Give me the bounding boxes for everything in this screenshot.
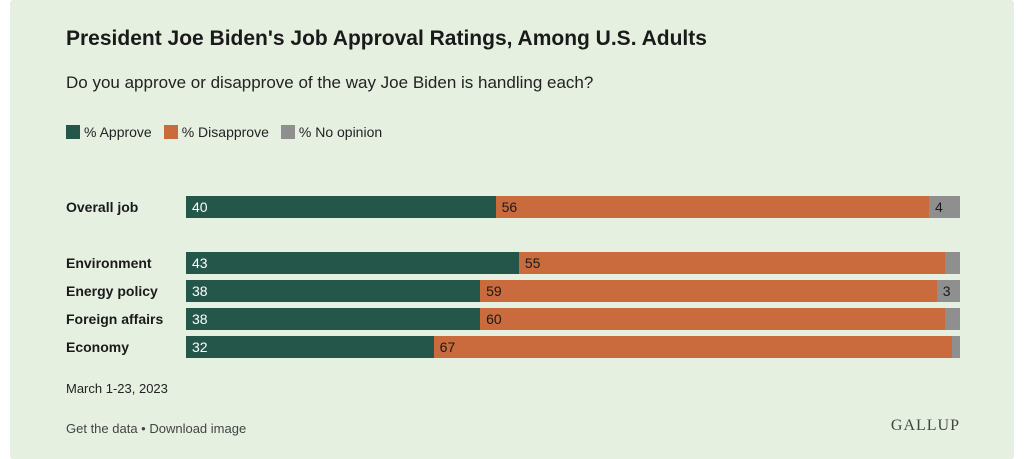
category-label: Overall job — [66, 199, 139, 215]
bar-no-opinion — [944, 252, 960, 274]
data-label-approve: 43 — [192, 255, 208, 271]
bar-disapprove — [433, 336, 953, 358]
data-label-disapprove: 56 — [501, 199, 518, 215]
category-label: Foreign affairs — [66, 311, 164, 327]
download-image-link[interactable]: Download image — [149, 421, 247, 436]
data-label-no-opinion: 4 — [935, 199, 943, 215]
chart-subtitle: Do you approve or disapprove of the way … — [66, 73, 594, 92]
legend-label-approve: % Approve — [84, 124, 152, 140]
bar-disapprove — [480, 308, 945, 330]
legend-item-no-opinion: % No opinion — [280, 124, 383, 140]
legend-item-disapprove: % Disapprove — [163, 124, 269, 140]
legend-swatch-approve — [66, 125, 80, 139]
data-label-no-opinion: 3 — [942, 283, 951, 299]
legend-label-no-opinion: % No opinion — [298, 124, 383, 140]
gallup-logo: GALLUP — [890, 417, 960, 434]
data-label-approve: 32 — [192, 339, 208, 355]
bar-approve — [186, 196, 496, 218]
legend-swatch-disapprove — [163, 125, 178, 139]
survey-dates: March 1-23, 2023 — [66, 381, 168, 396]
bar-no-opinion — [936, 280, 960, 302]
bar-no-opinion — [952, 336, 960, 358]
bar-disapprove — [518, 252, 945, 274]
category-label: Energy policy — [66, 283, 158, 299]
data-label-disapprove: 59 — [486, 283, 502, 299]
bar-no-opinion — [929, 196, 960, 218]
chart-title: President Joe Biden's Job Approval Ratin… — [66, 27, 707, 50]
data-label-approve: 38 — [192, 311, 208, 327]
bar-approve — [186, 336, 434, 358]
bar-no-opinion — [944, 308, 960, 330]
data-label-approve: 40 — [192, 199, 208, 215]
legend-label-disapprove: % Disapprove — [181, 124, 269, 140]
legend-item-approve: % Approve — [66, 124, 152, 140]
legend-swatch-no-opinion — [280, 125, 295, 139]
data-label-disapprove: 55 — [524, 255, 541, 271]
get-data-link[interactable]: Get the data — [66, 421, 138, 436]
bar-disapprove — [495, 196, 930, 218]
category-label: Economy — [66, 339, 130, 355]
category-label: Environment — [66, 255, 152, 271]
data-label-approve: 38 — [192, 283, 208, 299]
legend: % Approve % Disapprove % No opinion — [66, 124, 394, 140]
bar-approve — [186, 308, 481, 330]
bar-approve — [186, 252, 519, 274]
data-label-disapprove: 60 — [486, 311, 502, 327]
bar-disapprove — [480, 280, 937, 302]
footer-links: Get the data • Download image — [66, 421, 246, 436]
link-separator: • — [137, 421, 150, 436]
chart-card: President Joe Biden's Job Approval Ratin… — [10, 0, 1014, 459]
bar-approve — [186, 280, 481, 302]
data-label-disapprove: 67 — [439, 339, 456, 355]
